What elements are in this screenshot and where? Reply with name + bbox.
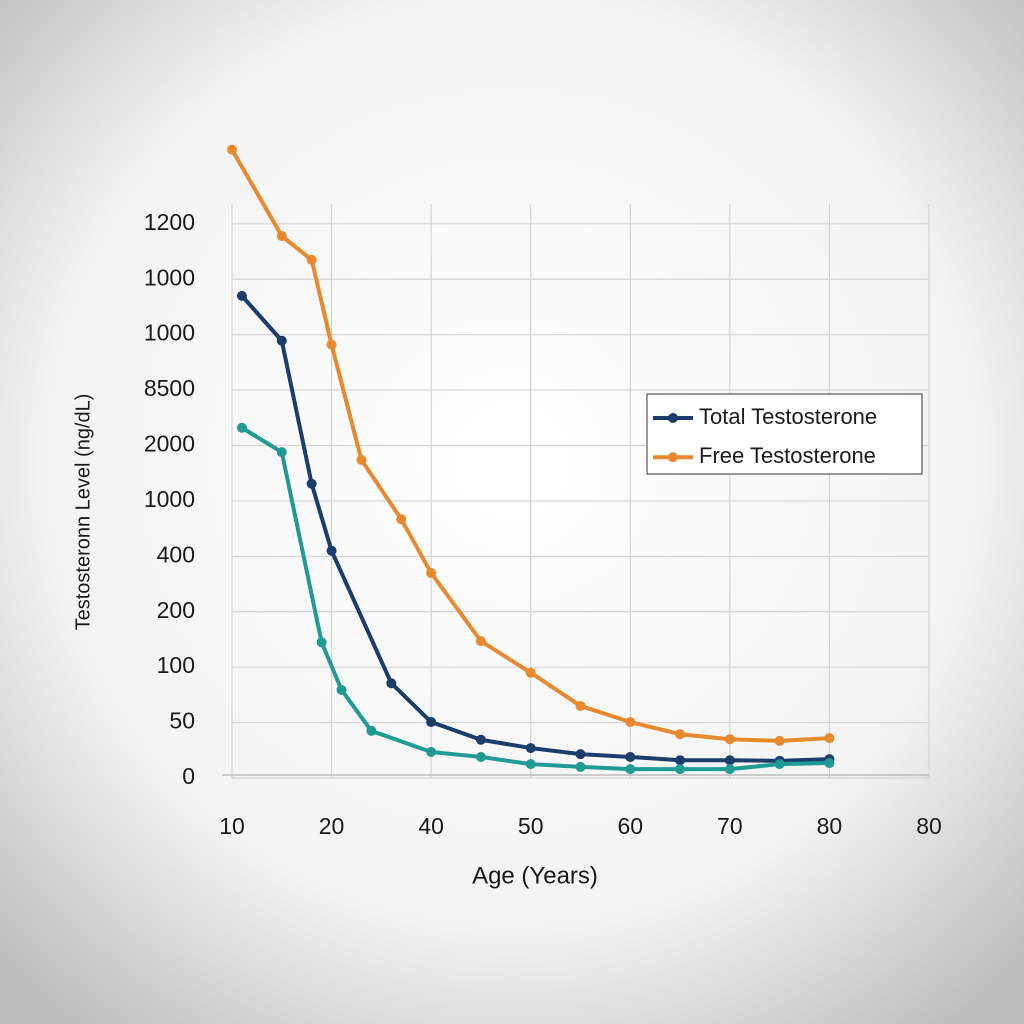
data-point bbox=[326, 339, 337, 350]
legend-label: Free Testosterone bbox=[699, 443, 876, 468]
legend-label: Total Testosterone bbox=[699, 404, 877, 429]
y-tick-label: 50 bbox=[169, 708, 195, 734]
data-point bbox=[426, 567, 437, 578]
x-axis-title: Age (Years) bbox=[472, 862, 598, 889]
y-tick-label: 1000 bbox=[144, 264, 195, 290]
data-point bbox=[475, 734, 486, 745]
data-point bbox=[774, 735, 785, 746]
data-point bbox=[575, 700, 586, 711]
data-point bbox=[276, 231, 287, 242]
data-point bbox=[724, 755, 735, 766]
data-point bbox=[675, 764, 686, 775]
y-tick-label: 8500 bbox=[144, 375, 195, 401]
data-point bbox=[366, 725, 377, 736]
x-tick-label: 60 bbox=[617, 813, 643, 839]
data-point bbox=[426, 746, 437, 757]
data-point bbox=[724, 734, 735, 745]
legend-box bbox=[646, 393, 923, 475]
y-tick-label: 2000 bbox=[144, 431, 195, 457]
data-point bbox=[236, 422, 247, 433]
x-tick-label: 80 bbox=[817, 813, 843, 839]
data-point bbox=[575, 761, 586, 772]
y-tick-label: 0 bbox=[182, 763, 195, 789]
legend-marker bbox=[668, 413, 678, 423]
series-line bbox=[240, 426, 830, 772]
y-axis-title: Testosteronn Level (ng/dL) bbox=[72, 394, 94, 631]
data-point bbox=[396, 514, 407, 525]
data-point bbox=[525, 743, 536, 754]
data-point bbox=[306, 254, 317, 265]
data-point bbox=[575, 749, 586, 760]
y-tick-label: 1000 bbox=[144, 320, 195, 346]
data-point bbox=[326, 545, 337, 556]
y-tick-label: 1000 bbox=[144, 486, 195, 512]
data-point bbox=[525, 759, 536, 770]
data-point bbox=[525, 667, 536, 678]
data-point bbox=[625, 717, 636, 728]
data-point bbox=[724, 764, 735, 775]
data-point bbox=[336, 684, 347, 695]
data-point bbox=[276, 335, 287, 346]
x-tick-label: 50 bbox=[518, 813, 544, 839]
data-point bbox=[675, 755, 686, 766]
x-tick-label: 20 bbox=[319, 813, 345, 839]
data-point bbox=[625, 764, 636, 775]
data-point bbox=[774, 759, 785, 770]
data-point bbox=[227, 144, 237, 155]
data-point bbox=[824, 733, 835, 744]
data-point bbox=[236, 290, 247, 301]
y-tick-label: 200 bbox=[157, 597, 195, 623]
legend-marker bbox=[668, 452, 678, 463]
y-tick-label: 1200 bbox=[144, 209, 195, 235]
data-point bbox=[356, 454, 367, 465]
x-tick-label: 70 bbox=[717, 813, 743, 839]
data-point bbox=[625, 751, 636, 762]
data-point bbox=[306, 478, 317, 489]
data-point bbox=[276, 447, 287, 458]
data-point bbox=[475, 751, 486, 762]
y-tick-label: 400 bbox=[157, 541, 195, 567]
x-tick-label: 80 bbox=[916, 813, 942, 839]
x-tick-label: 40 bbox=[418, 813, 444, 839]
data-point bbox=[675, 729, 686, 740]
data-point bbox=[426, 717, 437, 728]
data-point bbox=[386, 678, 397, 689]
x-tick-label: 10 bbox=[219, 813, 245, 839]
y-tick-label: 100 bbox=[157, 652, 195, 678]
data-point bbox=[824, 758, 835, 769]
data-point bbox=[475, 636, 486, 647]
data-point bbox=[316, 637, 327, 648]
series-line bbox=[240, 294, 830, 763]
